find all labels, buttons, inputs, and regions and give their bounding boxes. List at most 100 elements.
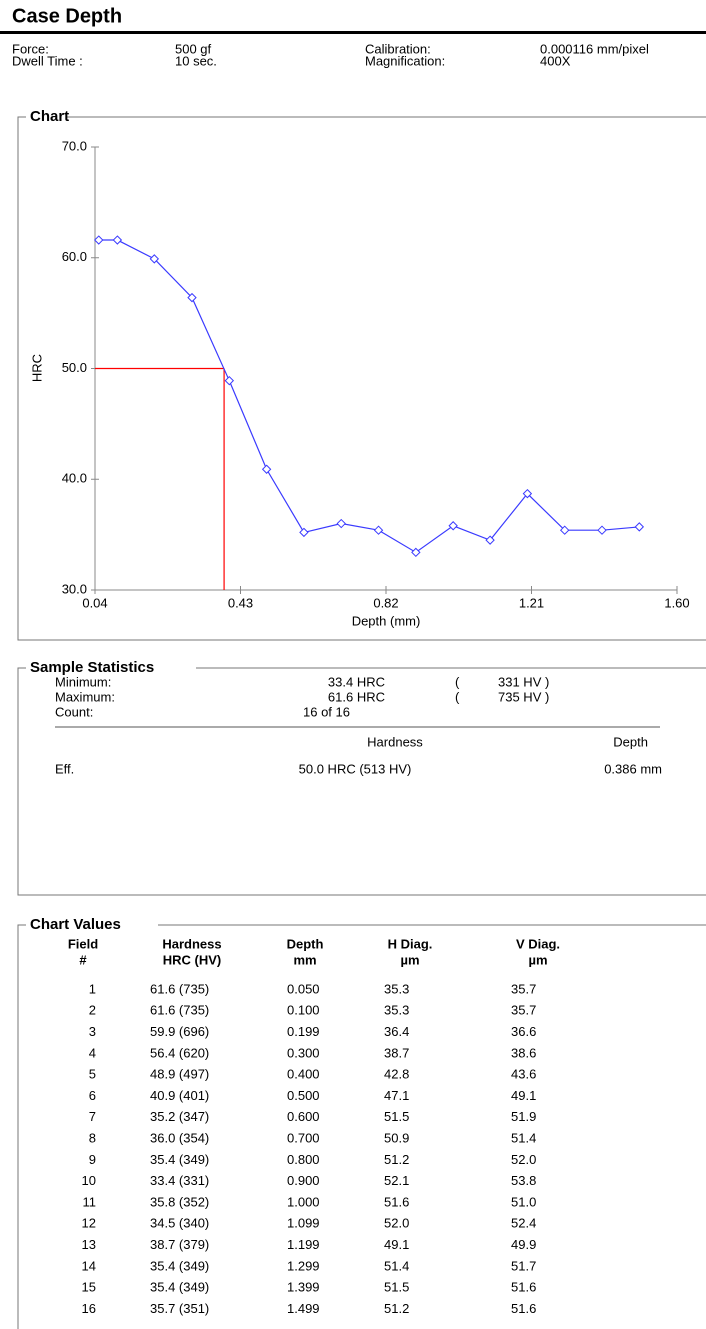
data-point — [224, 375, 235, 386]
table-cell: 51.5 — [384, 1280, 409, 1295]
section-title: Sample Statistics — [30, 659, 154, 676]
field-label: Dwell Time : — [12, 53, 83, 68]
data-point — [522, 488, 533, 499]
section-title: Chart Values — [30, 916, 121, 933]
table-cell: 7 — [89, 1109, 96, 1124]
stat-paren: ( — [455, 689, 460, 704]
y-tick-label: 30.0 — [62, 581, 87, 596]
data-point — [448, 521, 458, 531]
table-cell: 51.0 — [511, 1194, 536, 1209]
table-cell: 36.6 — [511, 1024, 536, 1039]
data-point — [187, 292, 197, 303]
table-cell: 51.9 — [511, 1109, 536, 1124]
column-header: µm — [400, 952, 419, 967]
table-cell: 52.0 — [511, 1152, 536, 1167]
data-point — [261, 464, 272, 474]
table-cell: 4 — [89, 1045, 96, 1060]
table-cell: 48.9 (497) — [150, 1067, 209, 1082]
y-tick-label: 60.0 — [62, 249, 87, 264]
x-axis-label: Depth (mm) — [352, 613, 421, 628]
field-value: 0.000116 mm/pixel — [540, 41, 649, 56]
table-cell: 10 — [82, 1173, 96, 1188]
section-title: Chart — [30, 108, 69, 125]
table-cell: 1.299 — [287, 1258, 320, 1273]
y-tick-label: 50.0 — [62, 360, 87, 375]
table-cell: 61.6 (735) — [150, 1003, 209, 1018]
y-tick-label: 70.0 — [62, 138, 87, 153]
table-cell: 38.7 (379) — [150, 1237, 209, 1252]
table-cell: 40.9 (401) — [150, 1088, 209, 1103]
table-cell: 61.6 (735) — [150, 981, 209, 996]
field-label: Magnification: — [365, 53, 445, 68]
section-border — [17, 116, 706, 641]
y-axis-label: HRC — [29, 354, 44, 382]
table-cell: 51.6 — [511, 1301, 536, 1316]
stat-hardness: 33.4 HRC — [328, 674, 385, 689]
column-header: HRC (HV) — [163, 952, 222, 967]
x-tick-label: 0.43 — [228, 595, 253, 610]
table-cell: 0.199 — [287, 1024, 320, 1039]
x-tick-label: 0.82 — [373, 595, 398, 610]
table-cell: 0.300 — [287, 1045, 320, 1060]
table-cell: 35.7 (351) — [150, 1301, 209, 1316]
stat-header: Depth — [613, 734, 648, 749]
table-cell: 56.4 (620) — [150, 1045, 209, 1060]
table-cell: 51.5 — [384, 1109, 409, 1124]
stat-paren: ( — [455, 674, 460, 689]
data-point — [373, 525, 384, 535]
column-header: # — [79, 952, 87, 967]
table-cell: 38.7 — [384, 1045, 409, 1060]
section-border — [17, 924, 706, 1329]
table-cell: 49.1 — [511, 1088, 536, 1103]
section-border — [17, 667, 706, 896]
table-cell: 51.2 — [384, 1301, 409, 1316]
data-point — [485, 535, 495, 545]
eff-label: Eff. — [55, 761, 74, 776]
table-cell: 53.8 — [511, 1173, 536, 1188]
table-cell: 1.199 — [287, 1237, 320, 1252]
table-cell: 16 — [82, 1301, 96, 1316]
field-value: 500 gf — [175, 41, 212, 56]
table-cell: 51.6 — [511, 1280, 536, 1295]
stat-label: Minimum: — [55, 674, 111, 689]
title-rule — [0, 31, 706, 34]
data-point — [411, 547, 421, 558]
table-cell: 51.4 — [511, 1131, 536, 1146]
table-cell: 0.100 — [287, 1003, 320, 1018]
column-header: H Diag. — [388, 936, 433, 951]
y-tick-label: 40.0 — [62, 471, 87, 486]
table-cell: 43.6 — [511, 1067, 536, 1082]
stat-hv: 331 HV ) — [498, 674, 549, 689]
table-cell: 34.5 (340) — [150, 1216, 209, 1231]
table-cell: 51.4 — [384, 1258, 409, 1273]
column-header: Depth — [287, 936, 324, 951]
table-cell: 1.000 — [287, 1194, 320, 1209]
table-cell: 52.0 — [384, 1216, 409, 1231]
table-cell: 36.4 — [384, 1024, 409, 1039]
stat-hv: 735 HV ) — [498, 689, 549, 704]
stat-label: Count: — [55, 704, 93, 719]
table-cell: 51.7 — [511, 1258, 536, 1273]
table-cell: 0.900 — [287, 1173, 320, 1188]
table-cell: 6 — [89, 1088, 96, 1103]
table-cell: 42.8 — [384, 1067, 409, 1082]
table-cell: 35.7 — [511, 1003, 536, 1018]
table-cell: 8 — [89, 1131, 96, 1146]
field-label: Force: — [12, 41, 49, 56]
column-header: mm — [293, 952, 316, 967]
table-cell: 38.6 — [511, 1045, 536, 1060]
table-cell: 33.4 (331) — [150, 1173, 209, 1188]
table-cell: 0.700 — [287, 1131, 320, 1146]
column-header: Hardness — [162, 936, 221, 951]
section-label-bg — [26, 659, 196, 677]
table-cell: 47.1 — [384, 1088, 409, 1103]
eff-hardness: 50.0 HRC (513 HV) — [299, 761, 412, 776]
column-header: µm — [528, 952, 547, 967]
table-cell: 13 — [82, 1237, 96, 1252]
data-point — [112, 235, 123, 245]
stat-header: Hardness — [367, 734, 423, 749]
data-point — [634, 522, 645, 532]
column-header: V Diag. — [516, 936, 560, 951]
table-cell: 5 — [89, 1067, 96, 1082]
